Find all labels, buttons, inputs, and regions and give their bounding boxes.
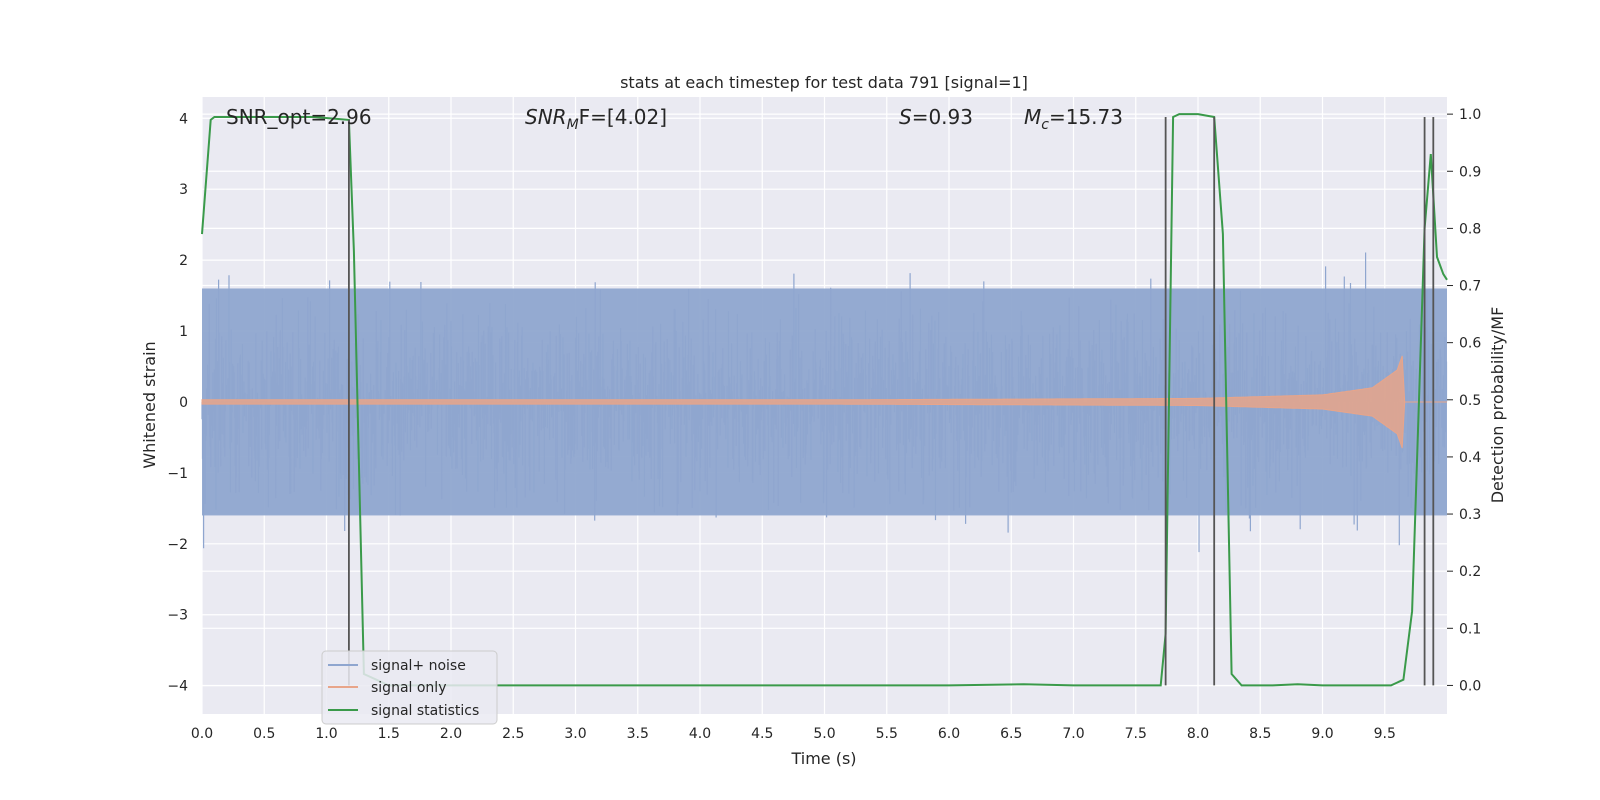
mc-annotation: Mc=15.73: [1024, 105, 1123, 133]
x-tick-label: 0.0: [191, 726, 213, 742]
tick-labels: 0.0 0.5 1.0 1.5 2.0 2.5 3.0 3.5 4.0 4.5 5.0 5.5 6.0 6…: [167, 107, 1481, 742]
y-left-tick-label: −3: [167, 608, 188, 624]
y-right-tick-label: 0.6: [1459, 336, 1481, 352]
signal-only-envelope: [201, 355, 1447, 449]
x-tick-label: 6.5: [1000, 726, 1022, 742]
y-right-tick-label: 0.0: [1459, 678, 1481, 694]
x-tick-label: 4.5: [751, 726, 773, 742]
noise-trace: [201, 252, 1448, 553]
x-tick-label: 0.5: [253, 726, 275, 742]
x-tick-label: 8.0: [1187, 726, 1209, 742]
snr-mf-subscript: M: [567, 117, 579, 133]
y-left-tick-label: −4: [167, 679, 188, 695]
detection-markers: [348, 116, 1435, 686]
x-tick-label: 4.0: [689, 726, 711, 742]
y-right-tick-label: 0.4: [1459, 450, 1481, 466]
s-main: S: [899, 105, 912, 129]
y-right-tick-label: 0.8: [1459, 221, 1481, 237]
x-tick-label: 6.0: [938, 726, 960, 742]
legend-label-noise: signal+ noise: [371, 658, 466, 674]
y-left-tick-label: 3: [179, 182, 188, 198]
y-right-tick-label: 1.0: [1459, 107, 1481, 123]
snr-mf-value: F=[4.02]: [579, 105, 667, 129]
chart-title: stats at each timestep for test data 791…: [620, 73, 1028, 92]
x-tick-label: 5.0: [813, 726, 835, 742]
x-tick-label: 3.0: [564, 726, 586, 742]
snr-mf-main: SNR: [525, 105, 567, 129]
signal-only-series: [201, 355, 1447, 449]
snr-mf-annotation: SNRMF=[4.02]: [525, 105, 667, 133]
legend-label-signal: signal only: [371, 680, 446, 696]
y-left-tick-label: 0: [179, 395, 188, 411]
legend-box: [321, 650, 498, 725]
mc-value: =15.73: [1049, 105, 1123, 129]
x-tick-label: 2.5: [502, 726, 524, 742]
y-left-tick-label: 4: [179, 111, 188, 127]
y-right-tick-label: 0.7: [1459, 279, 1481, 295]
y-left-tick-label: 2: [179, 253, 188, 269]
x-tick-label: 1.5: [378, 726, 400, 742]
legend: signal+ noise signal only signal statist…: [321, 650, 498, 725]
y-right-tick-label: 0.9: [1459, 164, 1481, 180]
y-axis-label-left: Whitened strain: [140, 341, 159, 468]
y-left-tick-label: −1: [167, 466, 188, 482]
mc-subscript: c: [1041, 117, 1049, 133]
x-tick-label: 9.0: [1311, 726, 1333, 742]
x-tick-label: 2.0: [440, 726, 462, 742]
s-annotation: S=0.93: [899, 105, 973, 129]
x-tick-label: 5.5: [876, 726, 898, 742]
x-axis-label: Time (s): [790, 749, 856, 768]
x-tick-label: 1.0: [315, 726, 337, 742]
s-value: =0.93: [912, 105, 973, 129]
x-tick-label: 3.5: [627, 726, 649, 742]
y-left-tick-label: 1: [179, 324, 188, 340]
legend-label-stats: signal statistics: [371, 703, 479, 719]
mc-main: M: [1024, 105, 1041, 129]
x-tick-label: 7.5: [1125, 726, 1147, 742]
y-right-tick-label: 0.2: [1459, 564, 1481, 580]
x-tick-label: 8.5: [1249, 726, 1271, 742]
x-tick-label: 7.0: [1062, 726, 1084, 742]
x-tick-label: 9.5: [1374, 726, 1396, 742]
y-right-tick-label: 0.3: [1459, 507, 1481, 523]
y-right-tick-label: 0.1: [1459, 621, 1481, 637]
snr-opt-annotation: SNR_opt=2.96: [226, 105, 372, 129]
y-axis-label-right: Detection probability/MF: [1488, 307, 1507, 504]
y-right-tick-label: 0.5: [1459, 393, 1481, 409]
y-left-tick-label: −2: [167, 537, 188, 553]
